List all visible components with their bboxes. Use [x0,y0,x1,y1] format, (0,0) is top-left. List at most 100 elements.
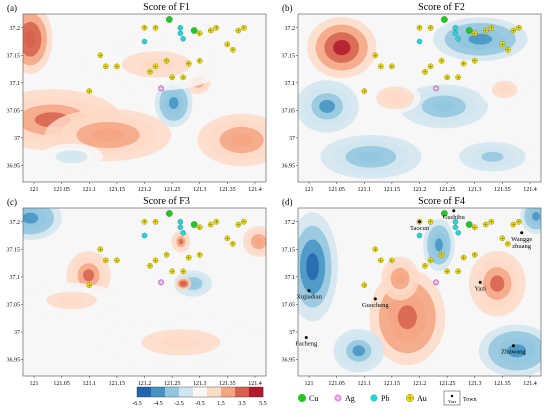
au-marker-cross [445,75,449,80]
x-tick-label: 121.25 [439,187,456,193]
heatmap-contour [63,153,80,161]
au-marker-cross [439,59,444,63]
au-marker-cross [104,258,108,263]
legend-cu-icon [298,394,306,402]
y-tick-label: 37.1 [10,275,21,281]
y-tick-label: 37.2 [10,26,21,32]
town-label-line: Wangge [511,236,532,243]
x-tick-label: 121 [30,187,39,193]
au-marker-cross [115,64,119,69]
au-marker-cross [225,42,230,47]
au-marker-cross [472,59,477,63]
cu-marker [190,221,198,228]
au-marker-cross [242,25,246,30]
au-marker-cross [423,70,427,74]
au-marker-cross [98,247,103,252]
heatmap-contour [181,281,186,286]
au-marker-cross [517,219,521,224]
pb-marker [180,230,186,236]
cu-marker [166,210,173,217]
au-marker-cross [164,253,169,257]
panel-f1: 121 121.05 121.1 121.15 121.2 121.25 121.3 121.… [7,2,267,193]
ag-marker-cross [159,86,163,91]
y-tick-label: 37.15 [282,53,296,59]
au-marker-cross [483,222,488,227]
au-marker-cross [242,219,246,224]
y-tick-label: 37.2 [10,220,21,226]
pb-marker [416,38,423,45]
x-tick-label: 121.1 [83,381,97,387]
heatmap-contour [178,238,184,245]
x-tick-label: 121.05 [328,187,345,193]
au-marker-cross [362,283,367,287]
au-marker-cross [506,48,510,52]
pb-marker [180,36,186,42]
colorbar-frame [136,386,264,398]
heatmap-contour [532,212,541,221]
au-marker-cross [390,64,394,69]
town-label-yazi: Yazi [474,285,486,292]
x-tick-label: 121.35 [219,381,236,387]
colorbar-segment [151,387,166,397]
colorbar-segment [165,387,180,397]
pb-marker [141,38,148,45]
legend-item-town: Yazi Town [443,390,477,406]
au-marker-cross [373,247,378,252]
au-marker-cross [153,64,158,69]
deposit-markers [361,16,522,94]
legend-item-ag: Ag [334,394,355,403]
y-tick-label: 37.1 [10,81,21,87]
heatmap-contour [254,237,263,246]
au-marker-cross [483,28,488,33]
au-marker-cross [148,70,152,74]
x-tick-label: 121.25 [164,381,181,387]
au-marker-cross [181,75,185,80]
pb-marker [141,232,148,239]
legend-pb-icon [370,394,378,402]
x-tick-label: 121.3 [468,187,482,193]
au-marker-cross [379,64,383,69]
town-marker [478,280,482,284]
ag-marker-cross [434,86,438,91]
x-tick-label: 121.4 [523,381,537,387]
y-tick-label: 37.2 [285,220,296,226]
x-tick-label: 121.2 [413,187,427,193]
panel-f4: 121 121.05 121.1 121.15 121.2 121.25 121.3 121.… [282,196,542,387]
y-tick-label: 37.1 [285,81,296,87]
x-tick-label: 121.4 [248,187,262,193]
panels: 121 121.05 121.1 121.15 121.2 121.25 121.3 121.… [7,2,542,387]
au-marker-cross [390,258,394,263]
colorbar-segment [249,387,264,397]
pb-marker [455,230,461,236]
au-marker-cross [500,236,505,241]
au-marker-cross [214,25,219,30]
au-marker-cross [142,25,147,30]
colorbar-tick-label: -2.5 [174,401,184,407]
au-marker-cross [428,25,433,30]
colorbar-segment [137,387,152,397]
au-marker-cross [445,269,449,274]
au-marker-cross [428,64,433,69]
au-marker-cross [379,258,383,263]
au-marker-cross [87,89,92,93]
au-marker-cross [423,264,427,268]
ag-marker-cross [434,280,438,285]
heatmap-contour [432,100,455,112]
heatmap-contour [83,269,95,282]
colorbar-segment [221,387,236,397]
y-tick-label: 37 [289,330,295,336]
legend-label: Town [463,397,477,403]
au-marker-cross [472,225,477,230]
colorbar-tick-label: 1.5 [217,401,225,407]
legend-item-pb: Pb [370,394,389,403]
y-tick-label: 37.2 [285,26,296,32]
town-marker [373,297,377,301]
y-tick-label: 37 [289,136,295,142]
au-marker-cross [208,222,213,227]
legend-town-box [443,390,461,406]
heatmap-contour [58,296,85,305]
x-tick-label: 121.15 [384,187,401,193]
pb-marker [416,232,423,239]
y-tick-label: 37 [14,136,20,142]
